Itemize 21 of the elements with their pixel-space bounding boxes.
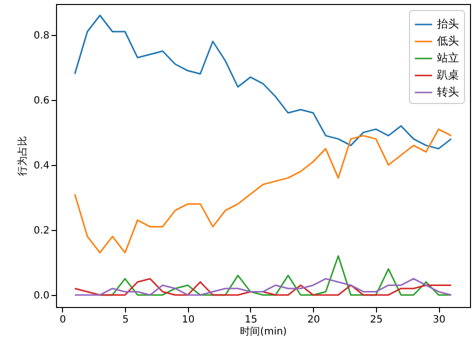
line-series [74, 278, 452, 296]
x-tick-label: 30 [432, 314, 446, 326]
x-tick-label: 10 [182, 314, 195, 326]
y-tick-label: 0.4 [34, 160, 50, 172]
x-tick-label: 0 [60, 314, 66, 326]
y-axis-title: 行为占比 [16, 136, 29, 176]
legend-label: 趴桌 [437, 68, 459, 82]
legend-label: 抬头 [437, 18, 459, 30]
x-tick-label: 5 [122, 314, 129, 326]
x-tick-label: 25 [370, 314, 383, 326]
y-tick-label: 0.2 [34, 225, 50, 236]
y-tick-label: 0.0 [34, 290, 50, 302]
legend-label: 站立 [437, 52, 459, 64]
legend-label: 转头 [437, 86, 459, 98]
x-axis-title: 时间(min) [240, 326, 287, 338]
x-tick-label: 20 [307, 314, 320, 326]
y-tick-label: 0.6 [34, 95, 50, 106]
x-tick-label: 15 [244, 314, 258, 326]
line-series [74, 128, 452, 254]
y-tick-label: 0.8 [34, 30, 50, 42]
legend-label: 低头 [437, 34, 459, 48]
